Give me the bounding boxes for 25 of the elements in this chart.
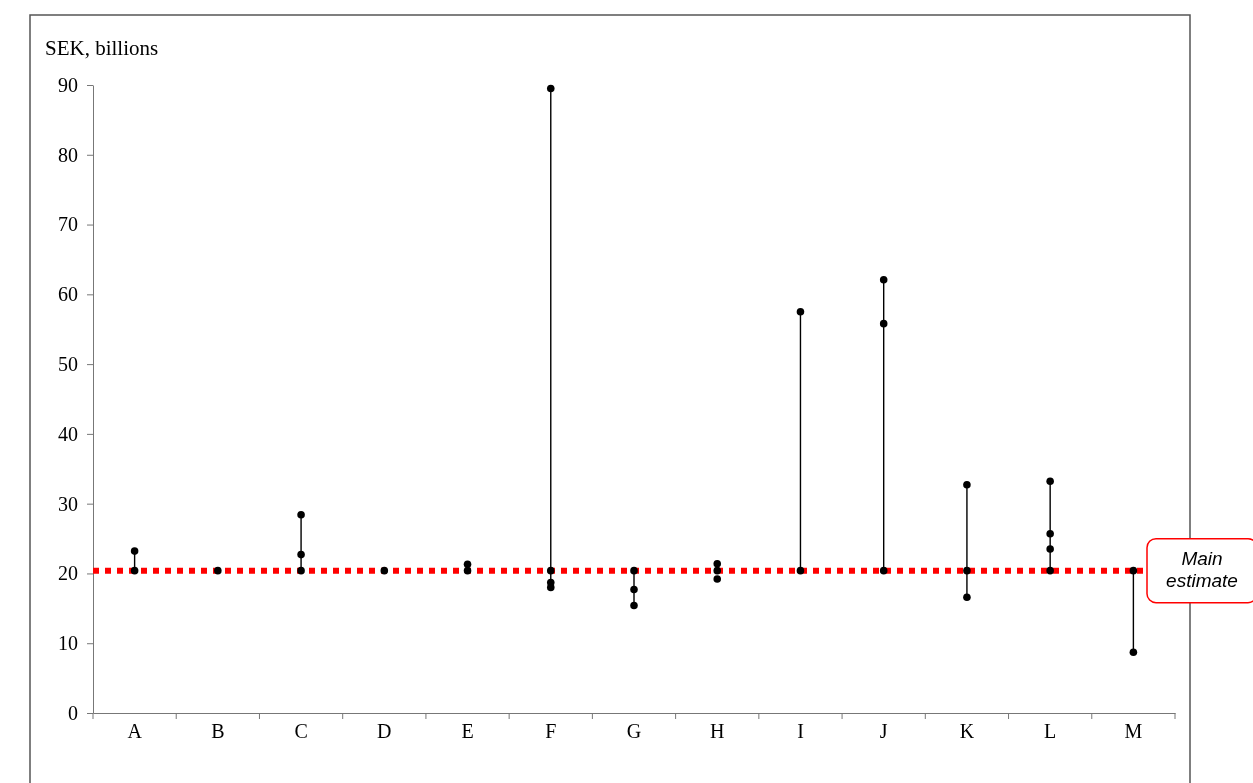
x-tick-label: J: [879, 720, 888, 742]
y-tick-label: 50: [58, 353, 78, 376]
y-tick-label: 20: [58, 562, 78, 585]
y-tick-label: 0: [68, 701, 78, 724]
x-tick-label: B: [211, 720, 225, 742]
x-tick-label: G: [626, 720, 642, 742]
y-tick-label: 40: [58, 422, 78, 445]
x-tick-label: F: [545, 720, 557, 742]
y-tick-label: 30: [58, 492, 78, 515]
y-tick-label: 10: [58, 632, 78, 655]
x-tick-label: L: [1044, 720, 1057, 742]
ref-line-label: Main estimate: [1166, 547, 1238, 591]
x-tick-label: D: [377, 720, 392, 742]
x-tick-label: K: [959, 720, 975, 742]
x-tick-label: H: [710, 720, 725, 742]
y-tick-label: 60: [58, 283, 78, 306]
y-tick-label: 90: [58, 73, 78, 96]
x-tick-label: C: [294, 720, 308, 742]
x-tick-label: I: [797, 720, 804, 742]
x-tick-label: M: [1124, 720, 1143, 742]
y-axis-title: SEK, billions: [45, 36, 159, 60]
x-tick-label: E: [461, 720, 474, 742]
y-tick-label: 70: [58, 213, 78, 236]
y-tick-label: 80: [58, 143, 78, 166]
x-tick-label: A: [127, 720, 143, 742]
